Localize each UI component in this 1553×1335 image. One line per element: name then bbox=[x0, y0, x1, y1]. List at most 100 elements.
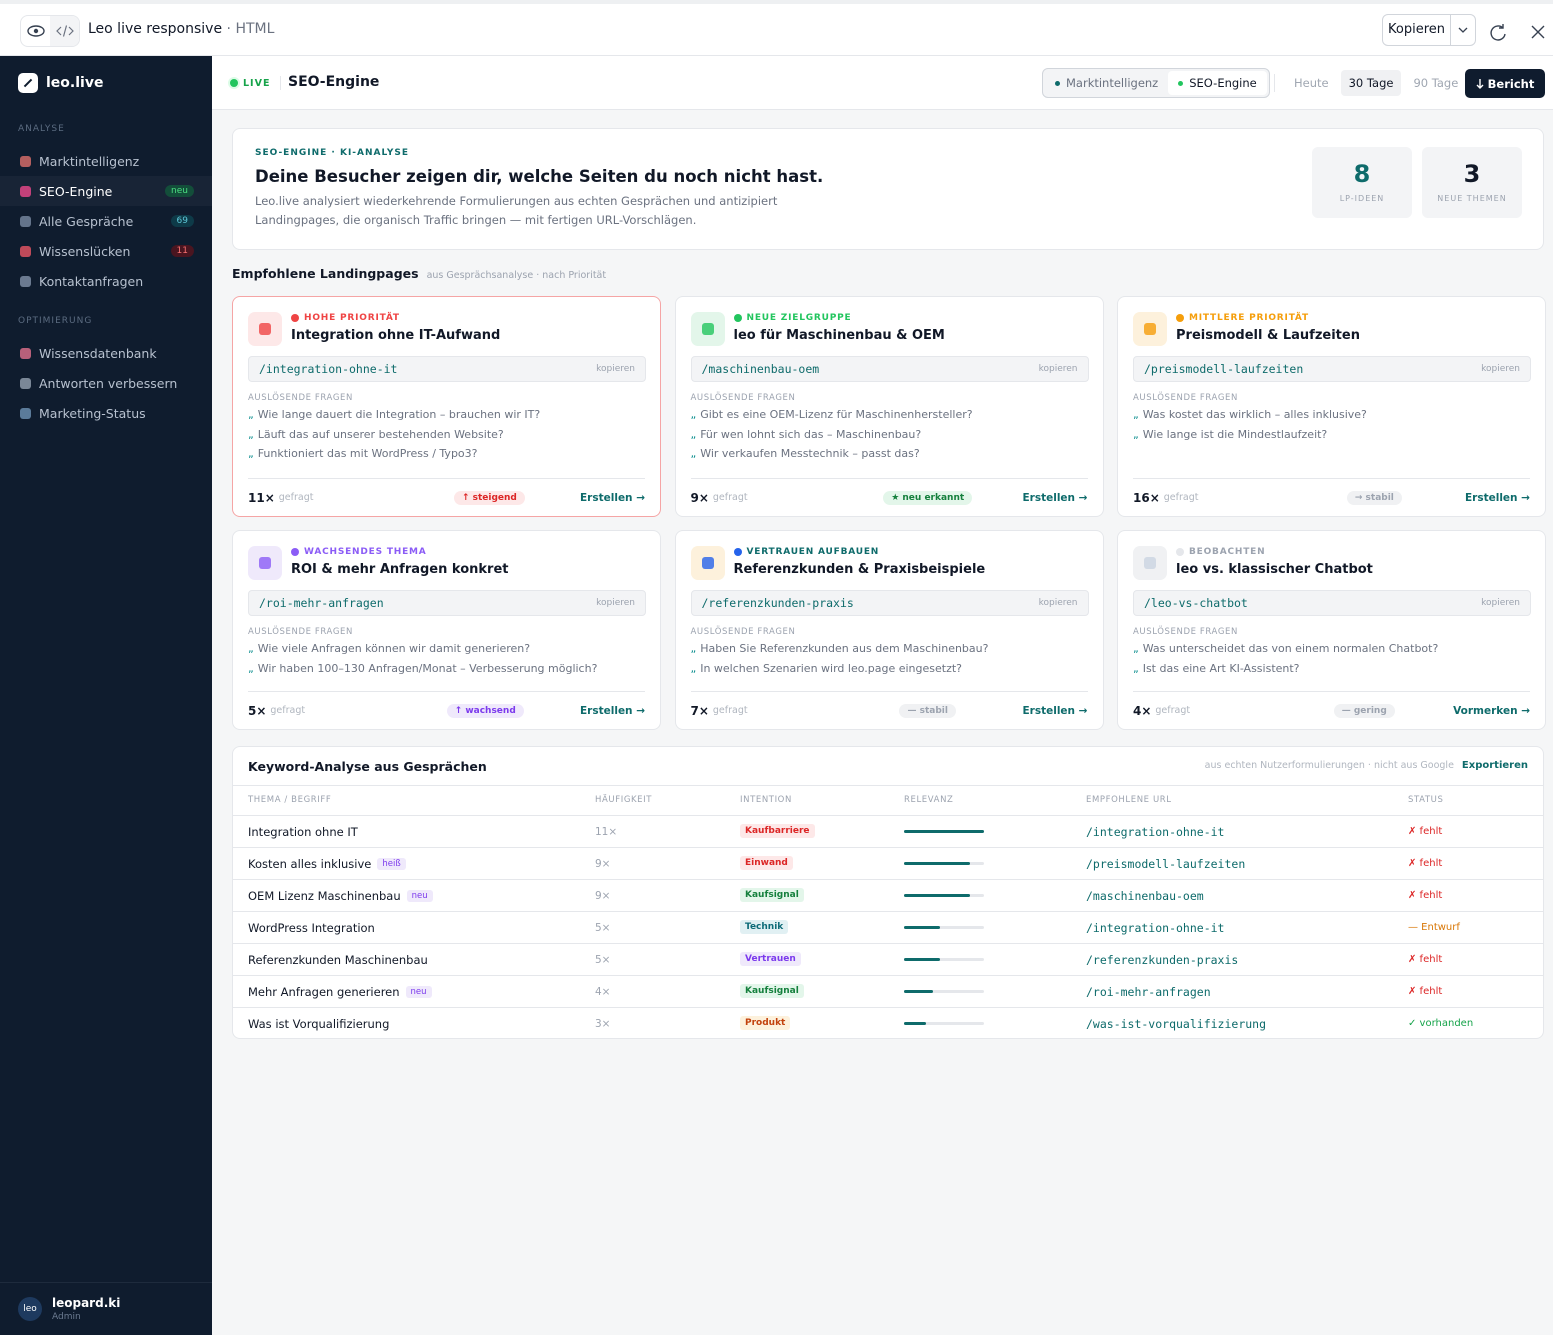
nav-icon bbox=[20, 377, 31, 389]
hero-title: Deine Besucher zeigen dir, welche Seiten… bbox=[255, 167, 824, 186]
report-label: Bericht bbox=[1487, 76, 1535, 91]
priority-label: HOHE PRIORITÄT bbox=[304, 313, 400, 323]
table-row: WordPress Integration 5× Technik/integrati… bbox=[233, 911, 1543, 943]
quote-mark: „ bbox=[690, 408, 697, 421]
nav-item[interactable]: Marketing-Status bbox=[0, 398, 212, 428]
frequency: 11× bbox=[595, 826, 618, 838]
copy-link[interactable]: kopieren bbox=[1038, 598, 1078, 608]
copy-link[interactable]: kopieren bbox=[596, 598, 635, 608]
live-dot bbox=[230, 79, 238, 87]
trend: ↑ steigend bbox=[453, 490, 525, 505]
window-title: Leo live responsive · HTML bbox=[88, 21, 274, 37]
priority-dot bbox=[1176, 548, 1184, 556]
stat: 8 LP-IDEEN bbox=[1312, 147, 1412, 218]
period[interactable]: 30 Tage bbox=[1340, 70, 1402, 96]
nav-item[interactable]: Marktintelligenz bbox=[0, 146, 212, 176]
hero-card: SEO-ENGINE · KI-ANALYSE Deine Besucher ze… bbox=[232, 128, 1544, 250]
section-subtitle: aus Gesprächsanalyse · nach Priorität bbox=[426, 270, 607, 281]
term: Mehr Anfragen generieren neu bbox=[248, 985, 432, 999]
card-footer: 5× gefragt ↑ wachsend Erstellen → bbox=[248, 691, 645, 729]
logo-text: leo.live bbox=[46, 75, 104, 91]
nav-item[interactable]: Wissensdatenbank bbox=[0, 338, 212, 368]
copy-link[interactable]: kopieren bbox=[1481, 364, 1520, 374]
intent: Technik bbox=[740, 920, 789, 934]
nav-item[interactable]: Alle Gespräche 69 bbox=[0, 206, 212, 236]
copy-link[interactable]: kopieren bbox=[1481, 598, 1520, 608]
question: „ Haben Sie Referenzkunden aus dem Maschi… bbox=[691, 642, 989, 655]
nav-item[interactable]: Wissenslücken 11 bbox=[0, 236, 212, 266]
question-text: Wir haben 100–130 Anfragen/Monat – Verbe… bbox=[257, 661, 598, 675]
period[interactable]: 90 Tage bbox=[1413, 76, 1459, 90]
copy-link[interactable]: kopieren bbox=[596, 364, 635, 374]
trend: ↑ wachsend bbox=[446, 703, 524, 718]
copy-link[interactable]: kopieren bbox=[1038, 364, 1078, 374]
tab-label: SEO-Engine bbox=[1189, 76, 1257, 90]
action[interactable]: Erstellen → bbox=[580, 704, 645, 717]
nav-icon bbox=[20, 347, 31, 359]
term-text: Referenzkunden Maschinenbau bbox=[248, 953, 428, 967]
nav-item[interactable]: Antworten verbessern bbox=[0, 368, 212, 398]
frequency: 4× bbox=[595, 986, 611, 998]
nav-badge: 69 bbox=[170, 215, 194, 227]
live-label: LIVE bbox=[243, 77, 271, 89]
question: „ Ist das eine Art KI-Assistent? bbox=[1133, 662, 1300, 675]
frequency: 5× bbox=[595, 954, 611, 966]
quote-mark: „ bbox=[248, 427, 254, 441]
tab[interactable]: SEO-Engine bbox=[1168, 71, 1267, 95]
sidebar: leo.live ANALYSE Marktintelligenz SEO-Engin… bbox=[0, 56, 212, 1335]
question-text: Wie lange dauert die Integration – brauc… bbox=[257, 408, 541, 421]
nav-item[interactable]: Kontaktanfragen bbox=[0, 266, 212, 296]
count: 7× bbox=[690, 703, 709, 718]
action[interactable]: Erstellen → bbox=[1022, 704, 1088, 717]
column-header: RELEVANZ bbox=[904, 795, 954, 805]
format: HTML bbox=[235, 21, 275, 37]
priority-label: WACHSENDES THEMA bbox=[304, 547, 427, 557]
report-button[interactable]: Bericht bbox=[1465, 69, 1545, 98]
priority: VERTRAUEN AUFBAUEN bbox=[733, 547, 880, 557]
dropdown[interactable] bbox=[1451, 15, 1475, 45]
code-icon[interactable] bbox=[50, 16, 79, 46]
user-info: leopard.ki Admin bbox=[52, 1296, 120, 1322]
action[interactable]: Erstellen → bbox=[1022, 491, 1088, 504]
hero-eyebrow: SEO-ENGINE · KI-ANALYSE bbox=[255, 148, 409, 158]
column-header: INTENTION bbox=[740, 795, 792, 805]
nav-label: Alle Gespräche bbox=[39, 213, 134, 229]
url-box: /integration-ohne-it kopieren bbox=[248, 356, 646, 382]
relevance-bar bbox=[904, 894, 970, 897]
action[interactable]: Erstellen → bbox=[1464, 491, 1530, 504]
term-text: Kosten alles inklusive bbox=[248, 857, 372, 871]
window-bar: Leo live responsive · HTML Kopieren bbox=[0, 0, 1553, 56]
question: „ Läuft das auf unserer bestehenden Websi… bbox=[248, 428, 504, 441]
question: „ Funktioniert das mit WordPress / Typo3? bbox=[248, 447, 478, 460]
action[interactable]: Erstellen → bbox=[580, 491, 645, 504]
card-footer: 11× gefragt ↑ steigend Erstellen → bbox=[248, 478, 645, 516]
logo-icon bbox=[18, 73, 38, 93]
close[interactable] bbox=[1530, 24, 1546, 40]
relevance-track bbox=[904, 1022, 984, 1025]
term: Referenzkunden Maschinenbau bbox=[248, 953, 428, 967]
question-text: Wie viele Anfragen können wir damit gene… bbox=[257, 642, 531, 655]
recommended-url: /integration-ohne-it bbox=[1086, 825, 1225, 839]
question: „ Für wen lohnt sich das – Maschinenbau? bbox=[691, 428, 922, 441]
quote-mark: „ bbox=[248, 408, 254, 421]
card-title: Referenzkunden & Praxisbeispiele bbox=[733, 562, 986, 577]
tab[interactable]: Marktintelligenz bbox=[1045, 71, 1168, 95]
eye-icon[interactable] bbox=[21, 16, 50, 46]
nav-icon bbox=[20, 245, 31, 257]
action[interactable]: Vormerken → bbox=[1453, 704, 1530, 717]
copy-button[interactable]: Kopieren bbox=[1383, 15, 1451, 45]
view-toggle[interactable] bbox=[20, 15, 80, 47]
export-link[interactable]: Exportieren bbox=[1461, 760, 1528, 771]
relevance-bar bbox=[904, 926, 940, 929]
nav-label: Marktintelligenz bbox=[39, 153, 140, 169]
icon-glyph bbox=[1144, 557, 1156, 569]
priority-dot bbox=[733, 314, 742, 322]
logo: leo.live bbox=[18, 73, 103, 93]
period[interactable]: Heute bbox=[1294, 76, 1329, 90]
refresh[interactable] bbox=[1488, 22, 1508, 42]
card-title: ROI & mehr Anfragen konkret bbox=[291, 562, 509, 577]
relevance-bar bbox=[904, 990, 933, 993]
nav-item[interactable]: SEO-Engine neu bbox=[0, 176, 212, 206]
question: „ In welchen Szenarien wird leo.page eing… bbox=[691, 662, 963, 675]
questions-label: AUSLÖSENDE FRAGEN bbox=[1133, 393, 1238, 403]
